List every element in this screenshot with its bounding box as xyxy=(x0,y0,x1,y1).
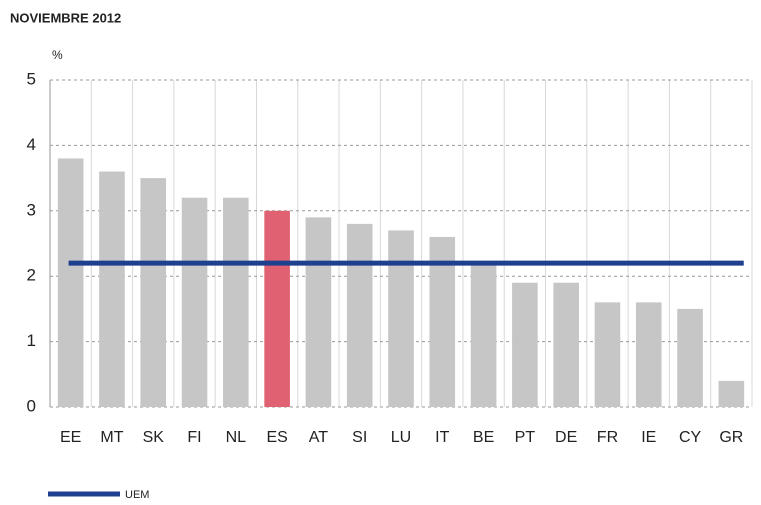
y-tick-label: 0 xyxy=(27,396,36,415)
x-tick-label: BE xyxy=(473,429,494,446)
x-tick-label: IT xyxy=(435,429,449,446)
y-tick-label: 3 xyxy=(27,200,36,219)
y-tick-label: 4 xyxy=(27,135,36,154)
x-tick-label: EE xyxy=(60,429,81,446)
x-tick-label: FR xyxy=(597,429,618,446)
bar xyxy=(57,158,84,407)
x-tick-label: FI xyxy=(187,429,201,446)
bar xyxy=(677,308,703,407)
x-tick-label: SI xyxy=(352,429,367,446)
y-tick-label: 2 xyxy=(27,266,36,285)
y-tick-label: 5 xyxy=(27,69,36,88)
bar xyxy=(305,217,332,407)
bar xyxy=(388,230,414,407)
chart-title: NOVIEMBRE 2012 xyxy=(10,10,121,25)
x-tick-label: GR xyxy=(719,429,743,446)
x-tick-label: NL xyxy=(226,429,247,446)
bar xyxy=(594,302,621,407)
bar xyxy=(264,210,290,407)
bar xyxy=(181,197,208,407)
x-tick-label: CY xyxy=(679,429,702,446)
x-tick-label: AT xyxy=(309,429,328,446)
bar xyxy=(512,282,538,407)
y-tick-label: 1 xyxy=(27,331,36,350)
legend-label: UEM xyxy=(125,489,149,501)
bar xyxy=(346,223,373,407)
bar xyxy=(553,282,579,407)
bar xyxy=(635,302,662,407)
x-tick-label: PT xyxy=(515,429,536,446)
x-tick-label: ES xyxy=(266,429,287,446)
bar xyxy=(718,380,745,407)
y-axis-label: % xyxy=(52,48,63,62)
x-tick-label: LU xyxy=(391,429,411,446)
x-tick-label: IE xyxy=(641,429,656,446)
x-tick-label: MT xyxy=(100,429,123,446)
x-tick-label: SK xyxy=(143,429,165,446)
bar xyxy=(99,171,125,407)
bar xyxy=(470,263,497,407)
bar xyxy=(223,197,249,407)
x-tick-label: DE xyxy=(555,429,577,446)
bar xyxy=(140,178,167,407)
